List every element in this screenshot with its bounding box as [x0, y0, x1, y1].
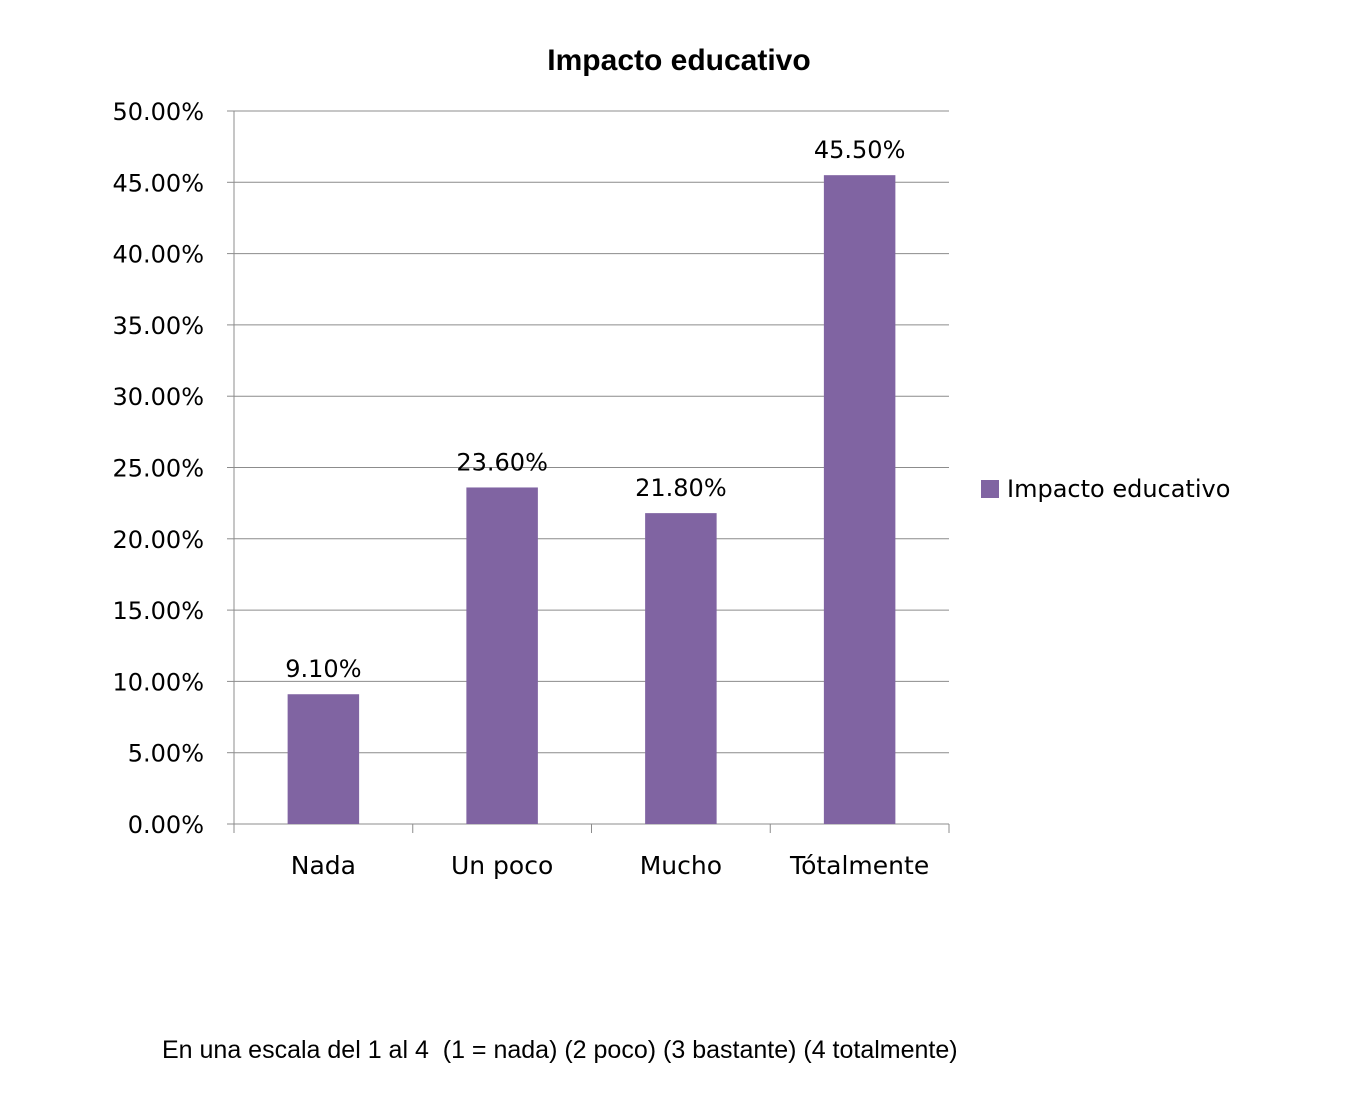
gridlines: [234, 110, 949, 754]
chart-title: Impacto educativo: [547, 44, 810, 77]
y-tick-label: 25.00%: [112, 455, 204, 483]
x-category-label: Mucho: [640, 851, 722, 880]
y-tick-label: 30.00%: [112, 383, 204, 411]
bars: [287, 175, 896, 825]
y-tick-label: 5.00%: [128, 740, 204, 768]
legend: Impacto educativo: [981, 475, 1230, 503]
scale-footnote: En una escala del 1 al 4 (1 = nada) (2 p…: [162, 1036, 958, 1064]
bar-value-label: 9.10%: [285, 655, 361, 683]
x-category-label: Nada: [291, 851, 356, 880]
y-tick-label: 40.00%: [112, 241, 204, 269]
bar-value-label: 21.80%: [635, 474, 727, 502]
bar: [823, 175, 896, 825]
y-tick-label: 10.00%: [112, 668, 204, 696]
legend-label: Impacto educativo: [1007, 475, 1230, 503]
axes: 0.00% 5.00% 10.00% 15.00% 20.00% 25.00% 30.00%…: [112, 98, 950, 880]
bar-value-label: 23.60%: [456, 448, 548, 476]
x-category-label: Un poco: [451, 851, 553, 880]
bar-value-label: 45.50%: [814, 136, 906, 164]
legend-swatch: [981, 480, 999, 498]
y-tick-label: 20.00%: [112, 526, 204, 554]
bar: [287, 694, 360, 824]
data-labels: 9.10% 23.60% 21.80% 45.50%: [285, 136, 905, 683]
y-tick-label: 50.00%: [112, 98, 204, 126]
y-tick-label: 0.00%: [128, 811, 204, 839]
bar: [466, 487, 538, 824]
y-tick-label: 45.00%: [112, 169, 204, 197]
y-tick-label: 35.00%: [112, 312, 204, 340]
bar: [645, 513, 717, 824]
x-category-label: Tótalmente: [789, 851, 929, 880]
y-tick-label: 15.00%: [112, 597, 204, 625]
